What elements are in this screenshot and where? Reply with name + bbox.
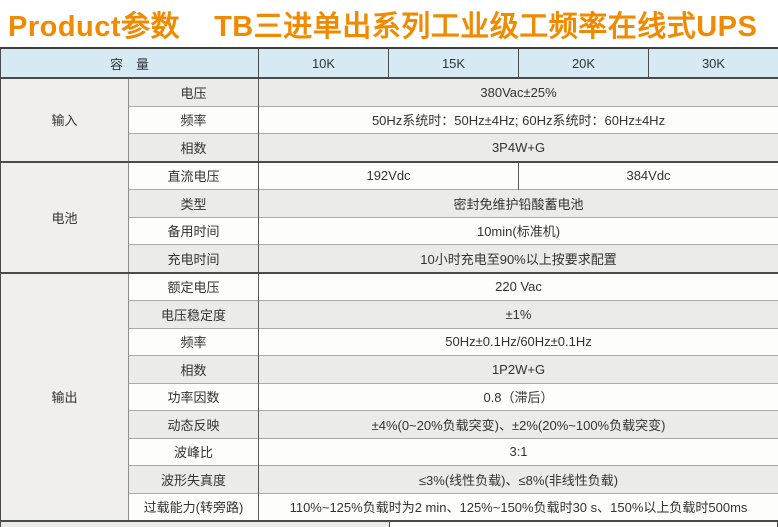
param-label: 过载能力(转旁路)	[129, 493, 259, 521]
value-cell: 220 Vac	[259, 273, 778, 301]
value-cell: 3P4W+G	[259, 134, 778, 162]
param-label: 类型	[129, 190, 259, 218]
value-cell: 10小时充电至90%以上按要求配置	[259, 245, 778, 273]
param-label: 频率	[129, 328, 259, 356]
value-cell: 50Hz±0.1Hz/60Hz±0.1Hz	[259, 328, 778, 356]
page-title-series: TB三进单出系列工业级工频率在线式UPS	[214, 3, 757, 45]
page-title: Product参数 TB三进单出系列工业级工频率在线式UPS	[0, 0, 778, 47]
param-label: 动态反映	[129, 411, 259, 439]
header-capacity: 容 量	[1, 48, 259, 78]
header-col-10k: 10K	[259, 48, 389, 78]
param-label: 相数	[129, 134, 259, 162]
value-cell: ±4%(0~20%负载突变)、±2%(20%~100%负载突变)	[259, 411, 778, 439]
param-label: 波形失真度	[129, 466, 259, 494]
value-cell: 50Hz系统时：50Hz±4Hz; 60Hz系统时：60Hz±4Hz	[259, 106, 778, 134]
value-cell: 110%~125%负载时为2 min、125%~150%负载时30 s、150%…	[259, 493, 778, 521]
param-label: 相数	[129, 356, 259, 384]
param-label: 频率	[129, 106, 259, 134]
value-cell: 384Vdc	[519, 162, 778, 190]
param-label: 备用时间	[129, 217, 259, 245]
header-col-15k: 15K	[389, 48, 519, 78]
value-cell: 380Vac±25%	[259, 78, 778, 106]
group-label-battery: 电池	[1, 162, 129, 273]
header-col-20k: 20K	[519, 48, 649, 78]
page-title-product: Product参数	[8, 3, 180, 45]
group-label-output: 输出	[1, 273, 129, 522]
value-cell: ±1%	[259, 301, 778, 329]
param-label: 电压稳定度	[129, 301, 259, 329]
param-label: 波峰比	[129, 438, 259, 466]
header-row: 容 量 10K 15K 20K 30K	[1, 48, 778, 78]
param-label: 额定电压	[129, 273, 259, 301]
value-cell: 0.8（滞后）	[259, 383, 778, 411]
value-cell: 10min(标准机)	[259, 217, 778, 245]
value-cell: 密封免维护铅酸蓄电池	[259, 190, 778, 218]
param-label: 直流电压	[129, 162, 259, 190]
param-label: 充电时间	[129, 245, 259, 273]
param-label: 电压	[129, 78, 259, 106]
value-cell: ≤3%(线性负载)、≤8%(非线性负载)	[259, 466, 778, 494]
header-col-30k: 30K	[649, 48, 778, 78]
spec-table-header: 容 量 10K 15K 20K 30K	[1, 48, 778, 78]
group-label-input: 输入	[1, 78, 129, 162]
value-cell: 192Vdc	[259, 162, 519, 190]
param-label: 功率因数	[129, 383, 259, 411]
value-cell: 1P2W+G	[259, 356, 778, 384]
value-cell: 3:1	[259, 438, 778, 466]
